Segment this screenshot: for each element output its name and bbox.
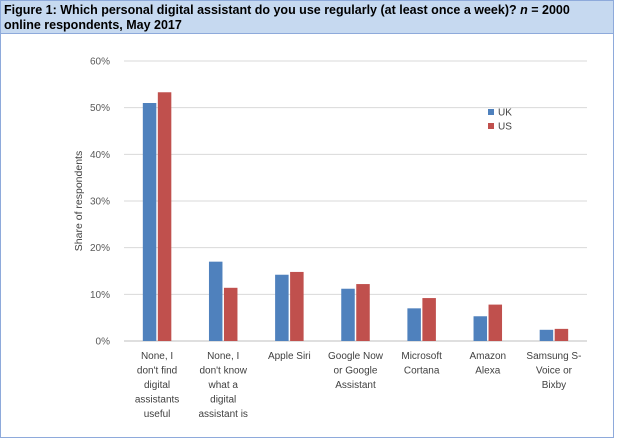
x-tick-label: None, I [207,351,239,362]
x-tick-label: don't know [199,366,247,377]
bar-uk [341,288,355,341]
x-tick-label: None, I [141,351,173,362]
x-tick-label: Microsoft [401,351,442,362]
y-tick-label: 10% [90,290,110,301]
y-tick-label: 40% [90,150,110,161]
x-tick-label: digital [210,395,236,406]
y-axis-label: Share of respondents [73,151,85,251]
y-tick-label: 60% [90,57,110,68]
legend-swatch-us [488,123,494,129]
bar-uk [275,274,289,341]
x-tick-label: Google Now [328,351,384,362]
y-tick-label: 20% [90,243,110,254]
bar-us [488,304,503,341]
bar-uk [539,329,554,341]
figure-caption: Figure 1: Which personal digital assista… [0,0,614,34]
x-tick-label: Apple Siri [268,351,311,362]
legend-swatch-uk [488,109,494,115]
x-tick-label: assistants [135,395,179,406]
x-tick-label: what a [207,380,238,391]
x-tick-label: or Google [334,366,378,377]
caption-n: n [520,3,528,17]
x-tick-label: digital [144,380,170,391]
x-tick-label: don't find [137,366,177,377]
bar-us [223,287,238,341]
bar-us [356,284,370,341]
bar-us [422,298,436,341]
chart-frame [0,34,614,438]
x-tick-label: Voice or [536,366,573,377]
x-tick-label: Cortana [404,366,440,377]
x-tick-label: Samsung S- [526,351,581,362]
y-tick-label: 0% [96,337,111,348]
x-tick-label: Amazon [469,351,506,362]
legend-label-uk: UK [498,108,512,119]
bar-us [290,271,304,341]
bar-us [157,92,172,342]
x-tick-label: useful [144,409,171,420]
y-tick-label: 50% [90,103,110,114]
bar-uk [208,261,223,341]
x-tick-label: Alexa [475,366,500,377]
bar-uk [142,103,157,341]
legend-label-us: US [498,122,512,133]
bar-uk [407,308,421,341]
caption-prefix: Figure 1: Which personal digital assista… [4,3,521,17]
bar-uk [473,316,488,341]
x-tick-label: Assistant [335,380,376,391]
x-tick-label: Bixby [542,380,566,391]
x-tick-label: assistant is [198,409,247,420]
y-tick-label: 30% [90,197,110,208]
bar-us [554,328,569,341]
caption-suffix: = 2000 online respondents, May 2017 [4,3,570,32]
